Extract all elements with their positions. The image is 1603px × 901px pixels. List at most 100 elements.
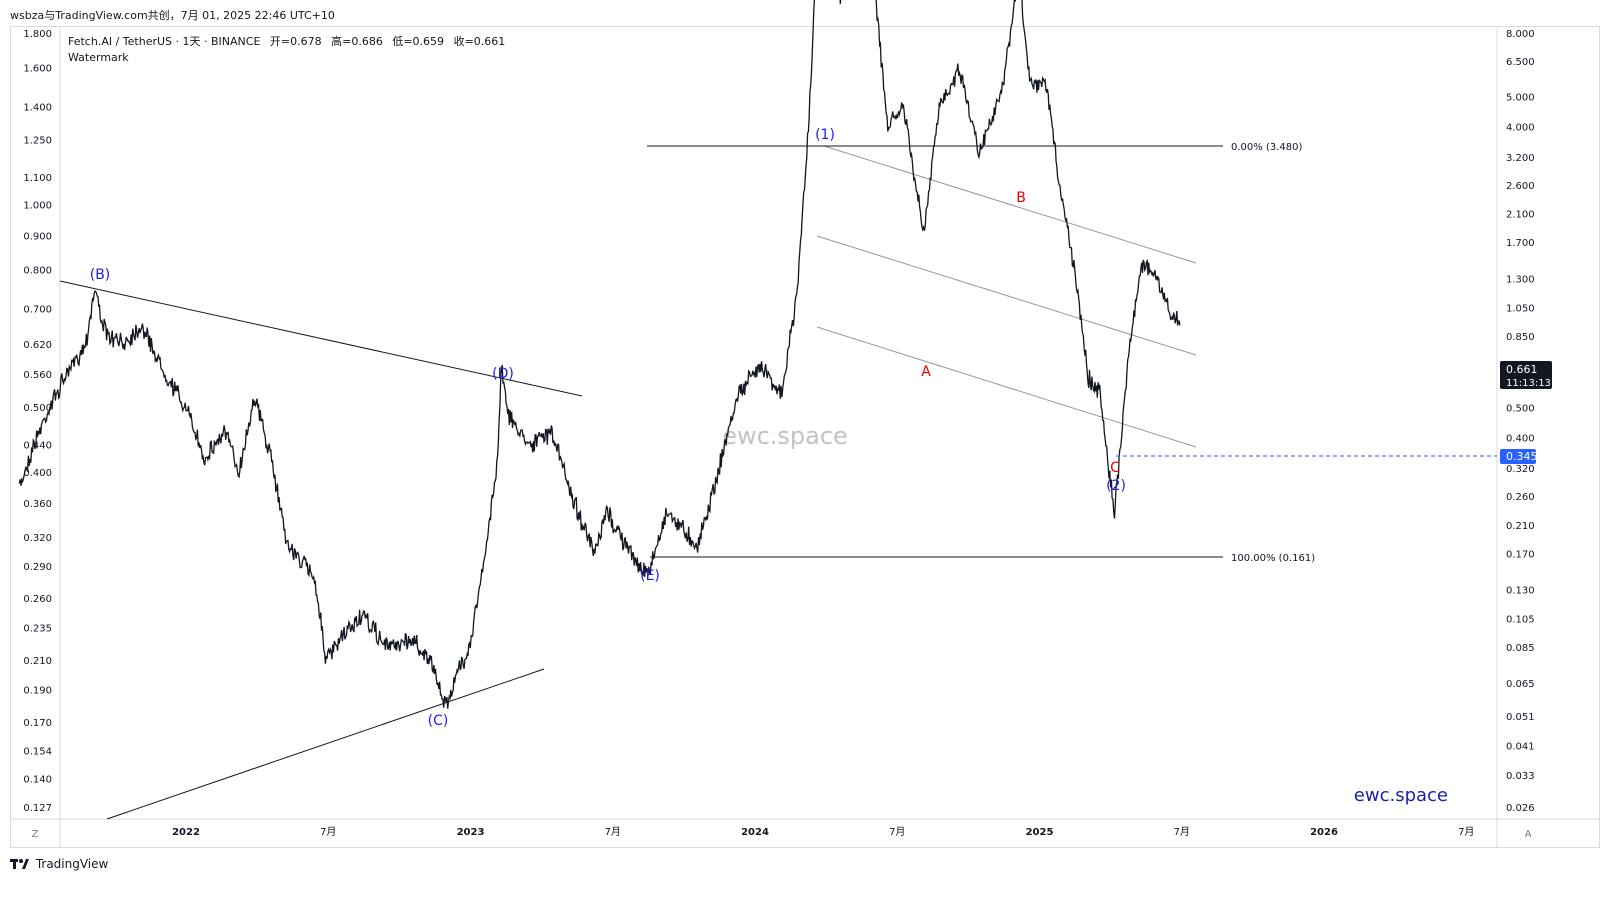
lower-triangle-line[interactable] (106, 668, 545, 820)
left-axis-tick: 1.100 (23, 173, 52, 184)
right-axis-tick: 1.300 (1506, 274, 1535, 285)
wave-label: (E) (640, 568, 660, 584)
time-axis-tick: 2026 (1310, 827, 1338, 838)
chart-frame (10, 26, 1600, 848)
right-axis-tick: 0.850 (1506, 332, 1535, 343)
left-axis-tick: 0.127 (23, 803, 52, 814)
price-series-line (18, 0, 1181, 709)
wave-label: (D) (492, 366, 514, 382)
legend-close-label: 收 (453, 35, 465, 48)
right-axis-tick: 3.200 (1506, 153, 1535, 164)
right-axis-tick: 0.500 (1506, 404, 1535, 415)
footer-branding[interactable]: TradingView (10, 856, 108, 876)
auto-scale-left-button[interactable]: Z (32, 829, 39, 840)
right-axis-tick: 0.130 (1506, 586, 1535, 597)
time-axis-tick: 2024 (741, 827, 769, 838)
left-axis-tick: 0.900 (23, 231, 52, 242)
attribution-bar: wsbza与TradingView.com共创，7月 01, 2025 22:4… (0, 0, 1603, 28)
left-axis-tick: 0.500 (23, 403, 52, 414)
right-axis-tick: 0.400 (1506, 434, 1535, 445)
level-price-value: 0.345 (1506, 450, 1538, 463)
left-axis-tick: 0.140 (23, 775, 52, 786)
left-axis-tick: 0.700 (23, 305, 52, 316)
right-axis-tick: 0.260 (1506, 492, 1535, 503)
time-axis-tick: 2023 (457, 827, 485, 838)
right-axis-tick: 1.700 (1506, 238, 1535, 249)
left-axis-tick: 0.235 (23, 623, 52, 634)
right-axis-tick: 8.000 (1506, 29, 1535, 40)
legend-high-label: 高 (331, 35, 343, 48)
trendline-drawings[interactable] (59, 145, 1197, 820)
legend-symbol[interactable]: Fetch.AI / TetherUS · 1天 · BINANCE (68, 35, 261, 48)
channel-middle-line[interactable] (816, 235, 1197, 356)
level-price-tag: 0.345 (1500, 449, 1538, 464)
left-axis-tick: 0.360 (23, 499, 52, 510)
wave-label: (2) (1106, 478, 1126, 494)
right-price-axis[interactable]: 8.000 6.500 5.000 4.000 3.200 2.600 2.100 1.700… (1506, 29, 1535, 814)
right-axis-tick: 2.100 (1506, 210, 1535, 221)
chart-legend[interactable]: Fetch.AI / TetherUS · 1天 · BINANCE 开=0.6… (68, 34, 505, 66)
left-axis-tick: 0.800 (23, 266, 52, 277)
wave-label: (B) (90, 267, 111, 283)
wave-label: A (921, 364, 931, 380)
legend-symbol-row[interactable]: Fetch.AI / TetherUS · 1天 · BINANCE 开=0.6… (68, 34, 505, 50)
left-axis-tick: 0.290 (23, 562, 52, 573)
last-price-tag: 0.661 11:13:13 (1500, 361, 1552, 389)
brand-watermark: ewc.space (1354, 785, 1448, 806)
legend-high-value: =0.686 (342, 35, 383, 48)
left-axis-tick: 0.154 (23, 747, 52, 758)
channel-lower-line[interactable] (816, 326, 1197, 448)
right-axis-tick: 0.210 (1506, 521, 1535, 532)
tradingview-logo-icon (10, 858, 29, 869)
right-axis-tick: 0.033 (1506, 771, 1535, 782)
legend-watermark-row[interactable]: Watermark (68, 50, 505, 66)
left-axis-tick: 0.620 (23, 340, 52, 351)
legend-watermark-label[interactable]: Watermark (68, 51, 129, 64)
left-price-axis[interactable]: 1.800 1.600 1.400 1.250 1.100 1.000 0.900 0.800… (23, 29, 52, 814)
upper-triangle-line[interactable] (59, 280, 583, 397)
right-axis-tick: 0.065 (1506, 679, 1535, 690)
legend-close-value: =0.661 (464, 35, 506, 48)
wave-label: (C) (428, 713, 449, 729)
time-axis-tick: 7月 (889, 826, 905, 838)
wave-labels: (B) (C) (D) (E) (1) A B C (2) (90, 127, 1126, 729)
channel-upper-line[interactable] (823, 145, 1197, 264)
time-axis[interactable]: 2022 7月 2023 7月 2024 7月 2025 7月 2026 7月 (172, 826, 1474, 838)
fib-retracement[interactable]: 0.00% (3.480) 100.00% (0.161) (647, 142, 1315, 564)
right-axis-tick: 0.085 (1506, 643, 1535, 654)
left-axis-tick: 1.000 (23, 201, 52, 212)
right-axis-tick: 0.170 (1506, 549, 1535, 560)
left-axis-tick: 0.320 (23, 533, 52, 544)
right-axis-tick: 1.050 (1506, 303, 1535, 314)
left-axis-tick: 0.190 (23, 685, 52, 696)
bar-countdown: 11:13:13 (1506, 378, 1551, 389)
left-axis-tick: 1.250 (23, 135, 52, 146)
right-axis-tick: 4.000 (1506, 123, 1535, 134)
time-axis-tick: 7月 (1458, 826, 1474, 838)
footer-brand-text: TradingView (35, 856, 109, 871)
left-axis-tick: 1.800 (23, 29, 52, 40)
right-axis-tick: 2.600 (1506, 181, 1535, 192)
last-price-value: 0.661 (1506, 363, 1538, 376)
attribution-text: wsbza与TradingView.com共创，7月 01, 2025 22:4… (10, 9, 335, 22)
right-axis-tick: 0.051 (1506, 712, 1535, 723)
center-watermark: ewc.space (722, 422, 848, 450)
wave-label: C (1110, 460, 1120, 476)
legend-low-value: =0.659 (403, 35, 445, 48)
right-axis-tick: 5.000 (1506, 92, 1535, 103)
wave-label: (1) (815, 127, 835, 143)
left-axis-tick: 0.560 (23, 370, 52, 381)
right-axis-tick: 0.320 (1506, 464, 1535, 475)
left-axis-tick: 0.440 (23, 440, 52, 451)
time-axis-tick: 7月 (605, 826, 621, 838)
fib-level-label: 100.00% (0.161) (1231, 553, 1315, 564)
left-axis-tick: 0.260 (23, 594, 52, 605)
time-axis-tick: 7月 (320, 826, 336, 838)
auto-scale-right-button[interactable]: A (1525, 829, 1532, 840)
legend-low-label: 低 (392, 35, 404, 48)
wave-label: B (1016, 190, 1026, 206)
time-axis-tick: 7月 (1174, 826, 1190, 838)
right-axis-tick: 6.500 (1506, 57, 1535, 68)
left-axis-tick: 0.210 (23, 656, 52, 667)
